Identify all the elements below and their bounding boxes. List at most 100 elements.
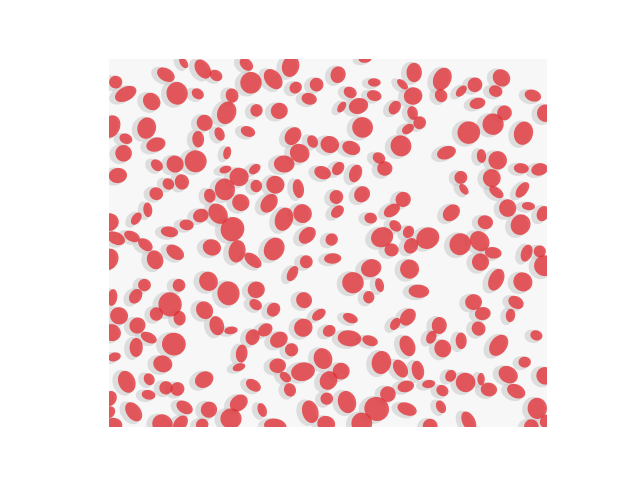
blood-cell-mask (536, 104, 547, 122)
blood-cell-mask (129, 338, 143, 357)
blood-cell-mask (377, 161, 393, 176)
blood-cell-mask (279, 371, 292, 383)
blood-cell-mask (225, 88, 239, 103)
blood-cell-mask (469, 97, 486, 109)
blood-cell-mask (224, 326, 238, 335)
blood-cell-mask (389, 317, 401, 330)
blood-cell-mask (166, 155, 184, 173)
blood-cell-mask (140, 331, 157, 344)
blood-cell-mask (204, 188, 216, 203)
blood-cell-mask (372, 152, 386, 164)
blood-cell-mask (536, 367, 547, 385)
blood-cell-mask (143, 373, 155, 386)
blood-cell-mask (179, 219, 194, 231)
blood-cell-mask (527, 397, 547, 419)
blood-cell-mask (536, 205, 547, 222)
blood-cell-mask (489, 185, 504, 199)
blood-cell-mask (455, 85, 467, 97)
blood-cell-mask (488, 151, 507, 170)
blood-cell-mask (200, 401, 218, 418)
blood-cell-mask (229, 167, 249, 187)
blood-cell-mask (411, 360, 425, 380)
blood-cell-mask (348, 98, 369, 114)
blood-cell-mask (228, 240, 246, 263)
blood-cell-mask (513, 121, 534, 145)
blood-cell-mask (199, 271, 218, 291)
blood-cell-mask (232, 363, 246, 372)
blood-cell-mask (220, 217, 245, 242)
blood-cell-mask (266, 302, 281, 317)
blood-cell-mask (331, 205, 344, 218)
blood-cell-mask (408, 284, 430, 298)
blood-cell-mask (146, 250, 164, 270)
blood-cell-mask (117, 370, 136, 393)
blood-cell-mask (158, 292, 182, 317)
blood-cell-mask (313, 348, 333, 370)
blood-cell-mask (194, 59, 212, 79)
blood-cell-mask (202, 239, 222, 256)
blood-cell-mask (166, 244, 185, 261)
blood-cell-mask (299, 255, 313, 269)
blood-cell-mask (434, 89, 448, 103)
blood-cell-mask (176, 400, 193, 415)
blood-cell-mask (166, 81, 188, 105)
blood-cell-mask (403, 238, 419, 254)
blood-cell-mask (508, 295, 524, 310)
blood-cell-mask (284, 127, 302, 146)
blood-cell-mask (270, 331, 288, 348)
blood-cell-mask (465, 294, 482, 311)
blood-cell-mask (109, 406, 116, 419)
blood-cell-mask (109, 352, 121, 362)
blood-cell-mask (214, 178, 236, 201)
blood-cell-mask (484, 247, 502, 259)
blood-cell-mask (152, 414, 173, 427)
blood-cell-mask (476, 149, 487, 163)
blood-cell-mask (533, 245, 546, 258)
blood-cell-mask (406, 62, 422, 83)
blood-cell-mask (292, 179, 305, 199)
blood-cell-mask (397, 402, 417, 416)
blood-cell-mask (354, 186, 371, 203)
blood-cell-mask (375, 278, 385, 293)
blood-cell-mask (513, 272, 533, 292)
blood-cell-mask (445, 369, 457, 382)
blood-cell-mask (437, 145, 456, 160)
blood-cell-mask (426, 330, 437, 344)
blood-cell-mask (119, 133, 133, 144)
blood-cell-mask (160, 226, 179, 238)
blood-cell-mask (524, 419, 539, 427)
blood-cell-mask (407, 106, 418, 120)
blood-cell-mask (298, 226, 316, 244)
blood-cell-mask (390, 135, 412, 157)
micrograph-panel (109, 59, 547, 427)
blood-cell-mask (141, 389, 156, 400)
blood-cell-mask (397, 380, 415, 393)
blood-cell-mask (422, 379, 436, 389)
blood-cell-mask (247, 281, 265, 299)
blood-cell-mask (454, 170, 468, 184)
blood-cell-mask (109, 213, 119, 232)
blood-cell-mask (257, 403, 268, 417)
blood-cell-mask (289, 143, 310, 163)
blood-cell-mask (497, 105, 512, 121)
blood-cell-mask (184, 150, 207, 173)
blood-cell-mask (301, 92, 317, 105)
blood-cell-mask (129, 288, 143, 304)
blood-cell-mask (482, 169, 501, 188)
blood-cell-mask (250, 104, 263, 117)
blood-cell-mask (208, 203, 228, 224)
blood-cell-mask (114, 85, 137, 102)
blood-cell-mask (361, 259, 382, 278)
blood-cell-mask (146, 137, 166, 152)
blood-cell-mask (480, 382, 498, 397)
blood-cell-mask (249, 298, 262, 311)
blood-cell-mask (157, 67, 175, 82)
blood-cell-mask (492, 69, 511, 87)
blood-cell-mask (109, 231, 125, 246)
blood-cell-mask (314, 166, 331, 180)
blood-cell-mask (162, 178, 175, 190)
blood-cell-mask (173, 415, 188, 427)
blood-cell-mask (296, 292, 313, 309)
blood-cell-mask (191, 88, 204, 100)
